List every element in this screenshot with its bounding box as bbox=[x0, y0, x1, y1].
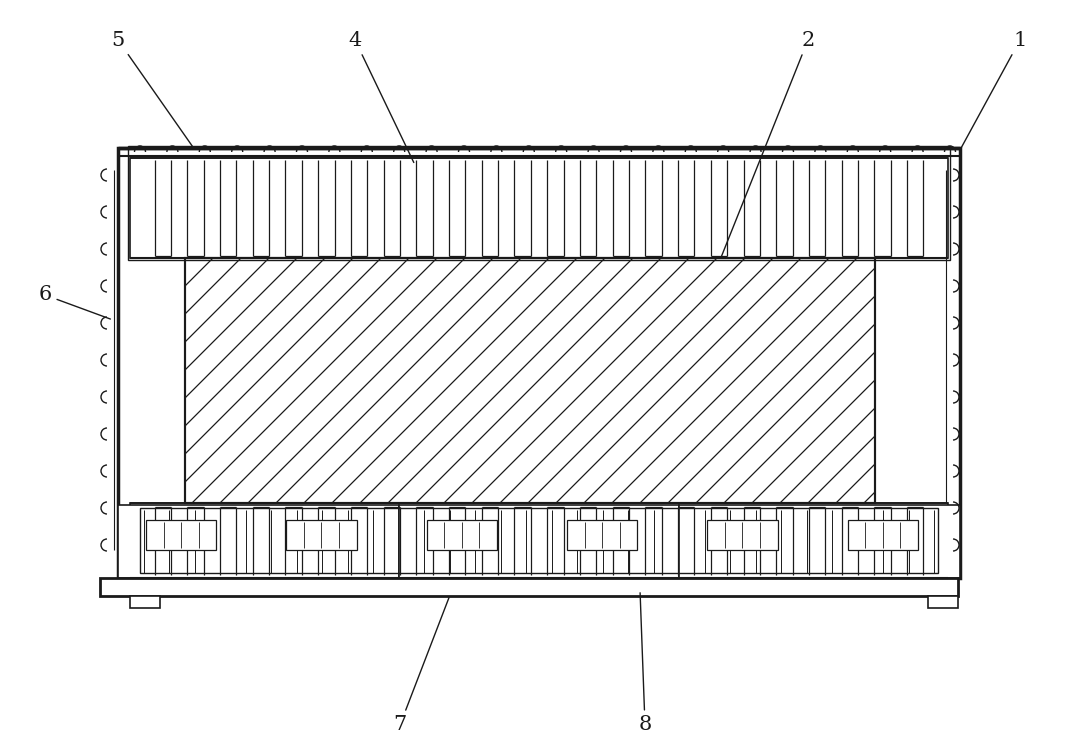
Text: 4: 4 bbox=[348, 30, 414, 162]
Bar bbox=[185, 258, 875, 503]
Bar bbox=[399, 505, 679, 578]
Bar bbox=[567, 520, 637, 550]
Text: 7: 7 bbox=[393, 598, 450, 735]
Bar bbox=[100, 578, 958, 596]
Bar bbox=[287, 520, 357, 550]
Bar bbox=[140, 508, 938, 573]
Bar bbox=[679, 505, 960, 578]
Bar bbox=[427, 520, 497, 550]
Text: 1: 1 bbox=[962, 30, 1026, 147]
Bar bbox=[130, 596, 160, 608]
Bar bbox=[128, 146, 950, 260]
Bar bbox=[185, 258, 875, 503]
Bar bbox=[928, 596, 958, 608]
Bar bbox=[130, 158, 948, 258]
Text: 8: 8 bbox=[638, 593, 651, 735]
Text: 6: 6 bbox=[39, 285, 110, 319]
Bar bbox=[707, 520, 777, 550]
Text: 5: 5 bbox=[111, 30, 193, 148]
Bar bbox=[118, 505, 399, 578]
Bar bbox=[130, 503, 948, 578]
Text: 2: 2 bbox=[721, 30, 815, 257]
Bar bbox=[146, 520, 217, 550]
Bar bbox=[847, 520, 917, 550]
Bar bbox=[118, 148, 960, 578]
